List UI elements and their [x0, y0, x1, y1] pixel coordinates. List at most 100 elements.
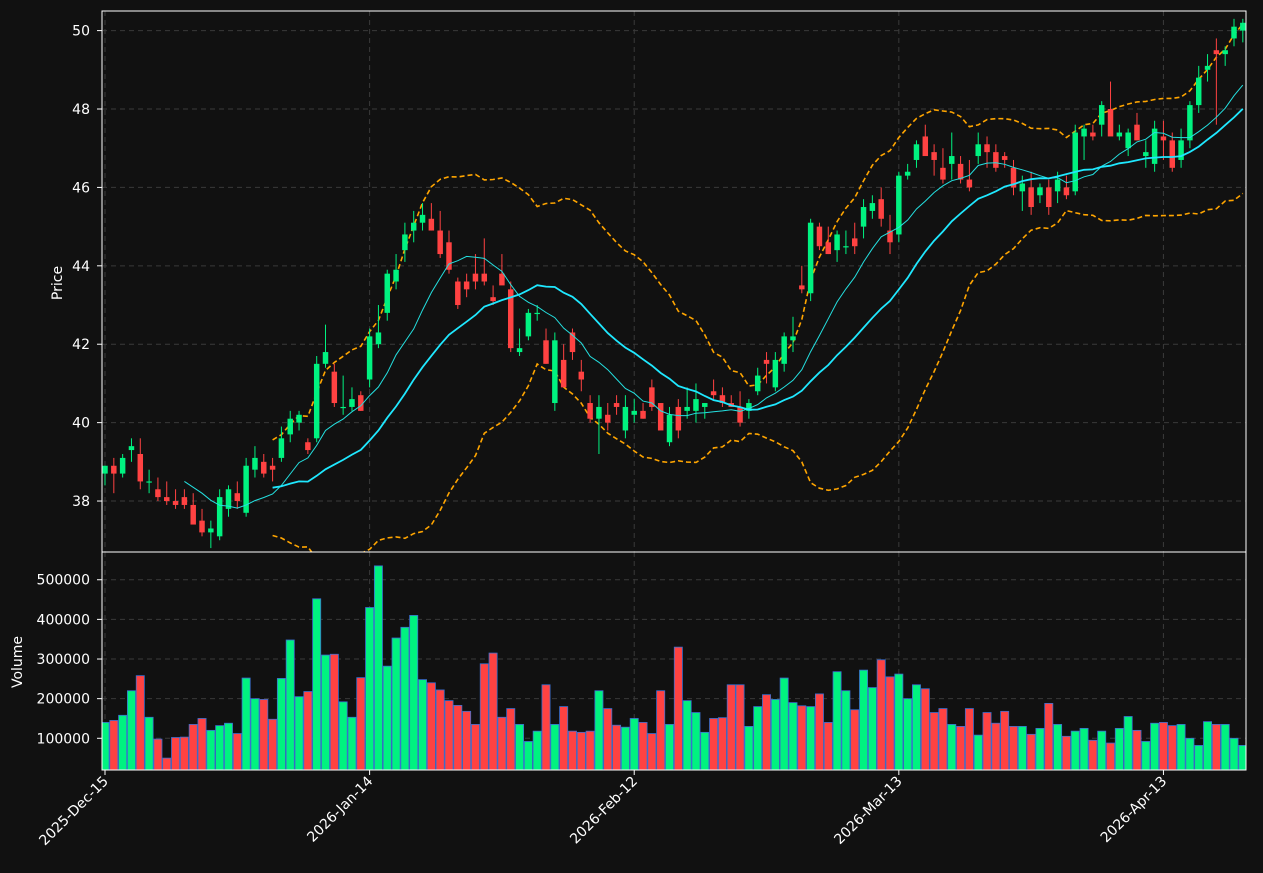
- volume-bar: [806, 706, 816, 770]
- volume-bar: [620, 726, 630, 770]
- volume-bar: [1097, 730, 1107, 770]
- volume-bar: [1009, 726, 1018, 770]
- candle-body: [666, 414, 673, 443]
- candle-body: [1222, 50, 1228, 55]
- volume-bar: [303, 691, 313, 770]
- candle-body: [366, 336, 373, 380]
- candle-body: [719, 395, 726, 404]
- candle-body: [322, 352, 329, 364]
- volume-bar: [171, 737, 181, 770]
- volume-bar: [568, 730, 577, 770]
- candle-body: [1204, 65, 1211, 70]
- volume-tick-label: 300000: [37, 652, 90, 668]
- candle-body: [772, 359, 779, 388]
- volume-bar: [1106, 742, 1115, 770]
- candle-body: [622, 406, 629, 431]
- volume-bar: [162, 757, 172, 770]
- candle-body: [1187, 105, 1193, 141]
- volume-bar: [1035, 727, 1045, 770]
- price-tick-label: 44: [72, 259, 90, 275]
- candle-body: [702, 403, 708, 407]
- candle-body: [922, 136, 929, 157]
- candle-body: [1046, 187, 1052, 208]
- candle-body: [613, 403, 620, 407]
- volume-bar: [268, 718, 278, 770]
- candle-body: [737, 406, 743, 423]
- volume-bar: [127, 690, 136, 770]
- volume-bar: [550, 724, 560, 770]
- candle-body: [1143, 152, 1149, 157]
- price-tick-label: 48: [72, 102, 90, 118]
- volume-bar: [991, 722, 1001, 770]
- volume-tick-label: 400000: [37, 612, 90, 628]
- candle-body: [269, 465, 276, 470]
- volume-bar: [1220, 724, 1230, 770]
- volume-bar: [382, 665, 392, 770]
- candle-body: [199, 520, 205, 533]
- candle-body: [1178, 140, 1184, 160]
- volume-bar: [118, 714, 128, 770]
- volume-bar: [206, 729, 216, 770]
- price-tick-label: 46: [72, 180, 90, 196]
- volume-bar: [1123, 716, 1133, 770]
- candle-body: [807, 222, 814, 294]
- candle-body: [596, 406, 602, 419]
- candle-body: [278, 438, 285, 458]
- volume-bar: [329, 653, 339, 770]
- price-tick-label: 42: [72, 337, 90, 353]
- volume-bar: [347, 716, 357, 770]
- candle-body: [384, 273, 390, 313]
- candle-body: [560, 359, 567, 388]
- volume-axis-label: Volume: [10, 636, 26, 688]
- candle-body: [1231, 26, 1237, 39]
- candle-body: [799, 285, 805, 290]
- volume-bar: [1053, 724, 1063, 770]
- candle-body: [252, 457, 258, 470]
- volume-bar: [1026, 733, 1036, 770]
- volume-bar: [850, 709, 860, 770]
- candle-body: [949, 156, 955, 164]
- candle-body: [984, 144, 990, 153]
- volume-bar: [867, 687, 877, 770]
- candle-body: [410, 222, 417, 231]
- volume-bar: [885, 676, 895, 770]
- candle-body: [525, 312, 532, 337]
- volume-bar: [832, 671, 842, 770]
- candle-body: [763, 359, 770, 364]
- candle-body: [508, 289, 514, 349]
- candle-body: [472, 273, 479, 282]
- candle-body: [375, 332, 382, 345]
- volume-bar: [585, 730, 595, 770]
- price-tick-label: 40: [72, 416, 90, 432]
- candle-body: [119, 457, 126, 474]
- volume-bar: [1079, 727, 1089, 770]
- volume-bar: [1167, 725, 1177, 770]
- volume-bar: [682, 700, 692, 770]
- volume-bar: [814, 693, 824, 770]
- candle-body: [860, 207, 867, 227]
- candle-body: [1001, 156, 1008, 160]
- volume-bar: [576, 731, 586, 770]
- candle-body: [543, 340, 549, 364]
- volume-bar: [912, 684, 921, 770]
- sma-slow-line: [272, 108, 1244, 489]
- candle-body: [816, 226, 823, 247]
- volume-bar: [109, 720, 119, 770]
- candle-body: [463, 281, 470, 290]
- volume-bar: [973, 734, 983, 770]
- volume-bar: [691, 712, 701, 770]
- volume-bar: [400, 626, 410, 770]
- volume-bar: [479, 663, 489, 770]
- candle-body: [878, 199, 884, 219]
- candle-body: [1195, 77, 1202, 106]
- candle-body: [657, 403, 664, 431]
- candle-body: [340, 406, 346, 409]
- volume-bar: [488, 652, 498, 770]
- candle-body: [481, 273, 488, 282]
- volume-bar: [594, 690, 604, 770]
- candle-body: [887, 230, 893, 243]
- candle-body: [569, 332, 576, 353]
- candle-body: [790, 336, 796, 341]
- volume-bar: [603, 708, 613, 770]
- candle-body: [1037, 187, 1043, 196]
